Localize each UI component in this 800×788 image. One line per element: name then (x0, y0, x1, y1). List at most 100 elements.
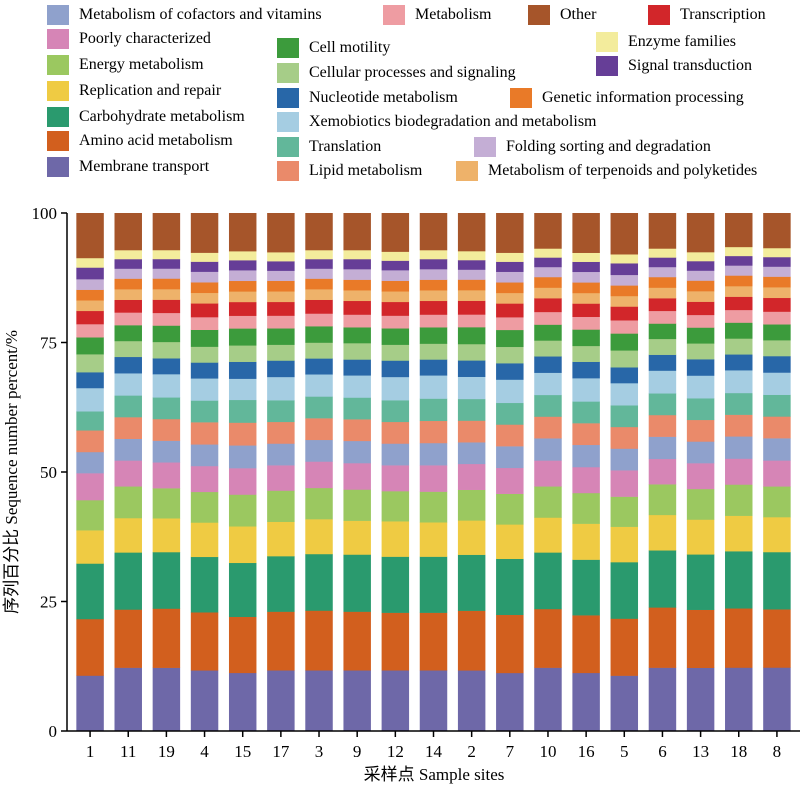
bar-segment (305, 553, 333, 611)
bar-segment (343, 269, 371, 280)
bar-segment (496, 292, 524, 304)
bar-segment (457, 300, 486, 315)
bar-segment (152, 325, 181, 343)
bar-segment (419, 465, 448, 492)
bar-segment (496, 446, 524, 469)
x-tick-label: 11 (120, 742, 136, 761)
bar-segment (267, 556, 295, 612)
bar-segment (686, 213, 715, 253)
bar-segment (228, 562, 257, 618)
bar-segment (76, 563, 104, 620)
bar-segment (419, 258, 448, 270)
bar-segment (572, 361, 600, 379)
bar-segment (610, 496, 639, 527)
bar-segment (419, 300, 448, 315)
bar-segment (381, 612, 410, 671)
bar-segment (305, 374, 333, 397)
bar-segment (114, 460, 142, 487)
bar-segment (610, 213, 639, 255)
x-tick-label: 1 (86, 742, 95, 761)
bar-segment (190, 346, 219, 363)
bar-segment (228, 445, 257, 469)
bar-segment (763, 324, 791, 341)
bar-segment (725, 436, 753, 459)
bar-segment (305, 342, 333, 359)
bar-segment (648, 310, 677, 324)
bar-segment (190, 292, 219, 304)
bar-segment (228, 378, 257, 401)
bar-segment (496, 558, 524, 616)
bar-segment (534, 213, 562, 249)
bar-segment (114, 289, 142, 300)
bar-segment (305, 258, 333, 269)
bar-segment (534, 460, 562, 487)
legend-item-genetic-information: Genetic information processing (510, 87, 744, 109)
legend-item-other: Other (528, 4, 596, 26)
bar-segment (572, 345, 600, 362)
bar-segment (686, 280, 715, 292)
legend-label: Cellular processes and signaling (309, 64, 516, 81)
bar-segment (305, 418, 333, 441)
bar-segment (305, 358, 333, 375)
bar-segment (763, 609, 791, 668)
bar-segment (648, 514, 677, 551)
bar-segment (114, 325, 142, 342)
bar-segment (686, 359, 715, 376)
bar-segment (648, 213, 677, 249)
legend-swatch (47, 107, 69, 127)
bar-segment (228, 270, 257, 282)
bar-segment (457, 610, 486, 671)
legend-item-cellular-processes: Cellular processes and signaling (277, 62, 516, 84)
bar-segment (381, 251, 410, 261)
bar-segment (648, 257, 677, 268)
bar-segment (114, 517, 142, 553)
bar-segment (114, 667, 142, 732)
bar-segment (305, 313, 333, 327)
bar-segment (381, 400, 410, 423)
bar-segment (343, 258, 371, 270)
bar-segment (419, 670, 448, 732)
bar-segment (114, 438, 142, 461)
legend-swatch (47, 131, 69, 151)
bar-segment (686, 463, 715, 490)
legend-label: Xemobiotics biodegradation and metabolis… (309, 113, 597, 130)
bar-segment (610, 285, 639, 297)
bar-segment (457, 442, 486, 465)
bar-segment (457, 360, 486, 377)
legend-item-poorly-characterized: Poorly characterized (47, 28, 211, 50)
bar-segment (610, 333, 639, 351)
bar-segment (190, 444, 219, 467)
bar-segment (190, 271, 219, 283)
x-tick-label: 15 (234, 742, 251, 761)
bar-segment (725, 458, 753, 485)
bar-segment (686, 261, 715, 271)
bar-segment (267, 360, 295, 378)
bar-segment (686, 488, 715, 520)
bar-segment (686, 398, 715, 421)
legend-label: Cell motility (309, 39, 391, 56)
legend-item-energy-metabolism: Energy metabolism (47, 54, 204, 76)
legend-label: Transcription (680, 6, 766, 23)
bar-segment (114, 213, 142, 251)
bar-segment (763, 551, 791, 610)
bar-segment (725, 551, 753, 609)
bar-segment (343, 314, 371, 328)
bar-segment (305, 439, 333, 462)
bar-segment (648, 266, 677, 278)
bar-segment (763, 297, 791, 312)
bar-segment (190, 612, 219, 671)
bar-segment (457, 554, 486, 611)
bar-segment (496, 317, 524, 331)
bar-segment (496, 424, 524, 447)
bar-segment (343, 375, 371, 398)
bar-segment (267, 280, 295, 292)
bar-segment (725, 322, 753, 339)
legend-swatch (47, 29, 69, 49)
legend-item-lipid-metabolism: Lipid metabolism (277, 160, 422, 182)
bar-segment (114, 340, 142, 358)
bar-segment (572, 316, 600, 330)
bar-segment (152, 418, 181, 441)
bar-segment (267, 443, 295, 466)
bar-segment (267, 252, 295, 262)
bar-segment (725, 414, 753, 437)
